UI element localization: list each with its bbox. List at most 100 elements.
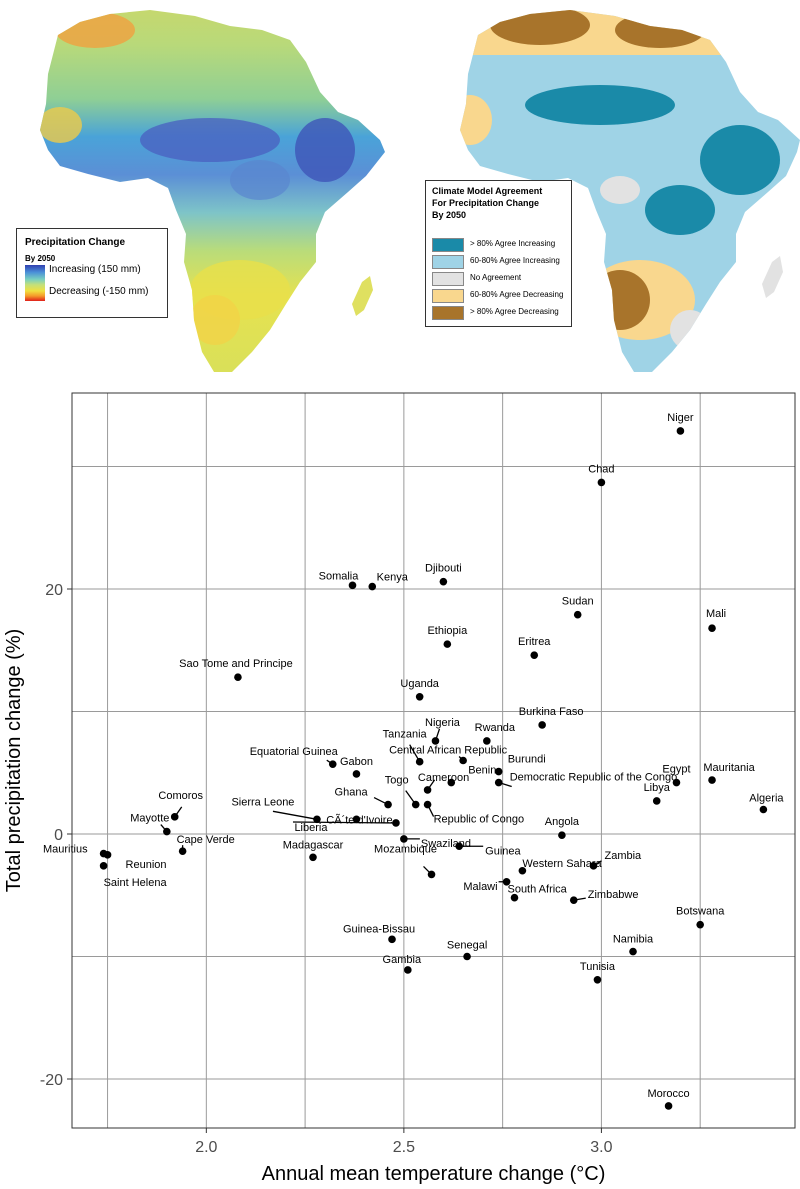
- label-eritrea: Eritrea: [518, 636, 551, 648]
- point-sudan: [573, 610, 582, 619]
- scatter-chart: Niger Chad Somalia Kenya Djibouti Sudan Mali Et…: [3, 392, 796, 1185]
- label-tunisia: Tunisia: [580, 961, 616, 973]
- agreement-legend: Climate Model Agreement For Precipitatio…: [425, 180, 572, 327]
- point-central-african-republic: [459, 756, 467, 765]
- label-benin: Benin: [468, 765, 496, 777]
- label-gabon: Gabon: [340, 756, 373, 768]
- label-botswana: Botswana: [676, 906, 725, 918]
- label-chad: Chad: [588, 463, 614, 475]
- swatch-agree-increasing-80: [432, 238, 464, 252]
- x-axis-title: Annual mean temperature change (°C): [262, 1163, 606, 1185]
- label-guinea-bissau: Guinea-Bissau: [343, 923, 415, 935]
- swatch-agree-decreasing-60: [432, 289, 464, 303]
- label-burundi: Burundi: [508, 754, 546, 766]
- label-swaziland: Swaziland: [421, 838, 471, 850]
- swatch-no-agreement: [432, 272, 464, 286]
- point-burundi: [494, 767, 503, 776]
- point-guinea: [455, 842, 463, 851]
- label-algeria: Algeria: [749, 793, 784, 805]
- point-tanzania: [415, 757, 424, 766]
- point-namibia: [629, 947, 637, 956]
- panel-border: [71, 392, 796, 1129]
- agreement-legend-title-3: By 2050: [432, 210, 467, 220]
- swatch-agree-decreasing-80: [432, 306, 464, 320]
- label-sierra-leone: Sierra Leone: [231, 796, 294, 808]
- maps-panel: [40, 10, 800, 372]
- label-malawi: Malawi: [463, 881, 497, 893]
- point-morocco: [664, 1102, 673, 1110]
- label-angola: Angola: [545, 816, 580, 828]
- label-republic-of-congo: Republic of Congo: [434, 814, 525, 826]
- agreement-legend-title-2: For Precipitation Change: [432, 198, 540, 208]
- label-egypt: Egypt: [662, 764, 690, 776]
- label-c-te-d-ivoire: CÃ´te d'Ivoire: [326, 813, 392, 826]
- swatch-agree-increasing-60: [432, 255, 464, 269]
- label-morocco: Morocco: [647, 1088, 689, 1100]
- label-kenya: Kenya: [377, 572, 409, 584]
- label-djibouti: Djibouti: [425, 563, 462, 575]
- point-somalia: [348, 581, 357, 590]
- label-sao-tome-and-principe: Sao Tome and Principe: [179, 658, 293, 670]
- point-ethiopia: [443, 640, 452, 648]
- point-libya: [652, 797, 661, 805]
- point-mayotte: [163, 827, 171, 836]
- label-madagascar: Madagascar: [283, 839, 344, 851]
- agreement-label-2: 60-80% Agree Increasing: [470, 256, 560, 265]
- label-mozambique: Mozambique: [374, 843, 437, 855]
- label-uganda: Uganda: [400, 678, 439, 690]
- agreement-label-4: 60-80% Agree Decreasing: [470, 290, 564, 299]
- precipitation-legend-title: Precipitation Change: [25, 237, 126, 248]
- label-south-africa: South Africa: [507, 884, 567, 896]
- label-saint-helena: Saint Helena: [104, 877, 168, 889]
- point-sao-tome-and-principe: [234, 673, 242, 681]
- label-mayotte: Mayotte: [130, 813, 169, 825]
- label-equatorial-guinea: Equatorial Guinea: [250, 746, 339, 758]
- point-democratic-republic-of-the-congo: [494, 778, 503, 787]
- point-uganda: [415, 693, 424, 701]
- point-comoros: [170, 813, 179, 821]
- label-ethiopia: Ethiopia: [427, 625, 468, 637]
- point-c-te-d-ivoire: [352, 815, 361, 824]
- point-malawi: [502, 877, 511, 886]
- label-rwanda: Rwanda: [475, 722, 516, 734]
- point-algeria: [759, 805, 768, 814]
- point-niger: [676, 427, 685, 435]
- precipitation-map: [40, 10, 385, 372]
- point-liberia: [392, 819, 400, 827]
- label-comoros: Comoros: [158, 790, 203, 802]
- point-saint-helena: [99, 862, 108, 870]
- point-egypt: [672, 778, 681, 787]
- madagascar-left: [352, 276, 373, 316]
- label-liberia: Liberia: [294, 822, 328, 834]
- point-kenya: [368, 582, 377, 591]
- label-zimbabwe: Zimbabwe: [588, 889, 639, 901]
- label-burkina-faso: Burkina Faso: [519, 706, 584, 718]
- label-sudan: Sudan: [562, 596, 594, 608]
- point-togo: [411, 800, 420, 809]
- point-western-sahara: [518, 866, 527, 875]
- y-tick-label: -20: [40, 1072, 63, 1089]
- label-libya: Libya: [644, 782, 671, 794]
- point-cape-verde: [178, 847, 187, 855]
- point-gambia: [404, 966, 412, 974]
- point-mali: [708, 624, 716, 632]
- agreement-label-1: > 80% Agree Increasing: [470, 239, 556, 248]
- label-reunion: Reunion: [126, 859, 167, 871]
- label-niger: Niger: [667, 412, 694, 424]
- y-tick-label: 0: [54, 827, 63, 844]
- point-swaziland: [400, 835, 408, 843]
- point-gabon: [352, 770, 361, 778]
- agreement-label-5: > 80% Agree Decreasing: [470, 307, 559, 316]
- label-somalia: Somalia: [319, 570, 360, 582]
- point-republic-of-congo: [423, 800, 432, 809]
- point-madagascar: [309, 853, 317, 862]
- label-mali: Mali: [706, 608, 726, 620]
- x-tick-label: 2.5: [393, 1139, 415, 1156]
- madagascar-right: [762, 256, 783, 298]
- label-ghana: Ghana: [335, 787, 369, 799]
- agreement-legend-title-1: Climate Model Agreement: [432, 186, 543, 196]
- point-senegal: [463, 952, 471, 961]
- point-layer: [99, 427, 768, 1110]
- label-cape-verde: Cape Verde: [177, 834, 235, 846]
- point-reunion: [103, 851, 112, 859]
